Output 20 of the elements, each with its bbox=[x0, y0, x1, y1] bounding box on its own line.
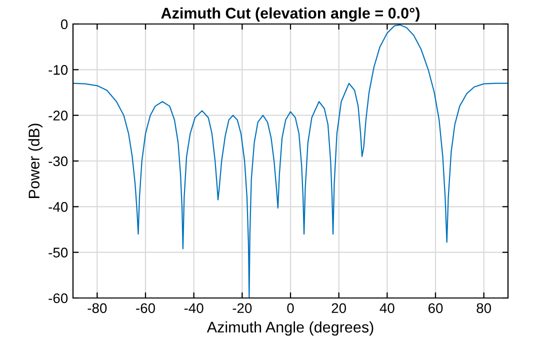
y-axis-title: Power (dB) bbox=[28, 124, 43, 198]
y-tick-label: -30 bbox=[48, 156, 68, 166]
x-tick-label: -80 bbox=[88, 303, 107, 314]
y-tick-label: -10 bbox=[48, 65, 68, 75]
line-series bbox=[73, 24, 508, 298]
x-tick-label: 20 bbox=[332, 303, 346, 314]
x-tick-label: -60 bbox=[136, 303, 155, 314]
x-axis-title: Azimuth Angle (degrees) bbox=[206, 321, 374, 336]
x-tick-label: 0 bbox=[287, 303, 294, 314]
x-tick-label: 80 bbox=[476, 303, 492, 314]
y-tick-label: -20 bbox=[48, 110, 68, 121]
chart-title: Azimuth Cut (elevation angle = 0.0°) bbox=[161, 7, 420, 22]
y-tick-label: 0 bbox=[60, 19, 68, 30]
x-tick-label: 40 bbox=[380, 303, 394, 314]
y-tick-label: -50 bbox=[48, 248, 68, 258]
y-tick-label: -40 bbox=[48, 202, 68, 212]
x-tick-label: 60 bbox=[428, 303, 443, 314]
x-tick-label: -20 bbox=[232, 303, 252, 314]
x-tick-label: -40 bbox=[184, 303, 204, 314]
y-tick-label: -60 bbox=[48, 293, 68, 304]
